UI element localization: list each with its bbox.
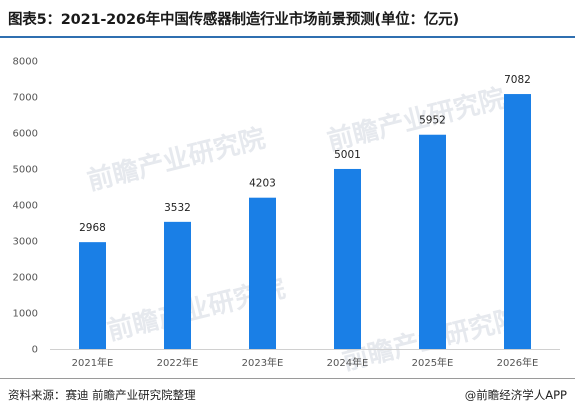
bar-2022年E <box>164 221 191 349</box>
y-tick-label: 7000 <box>13 93 38 104</box>
bar-2024年E <box>334 168 361 349</box>
y-tick-label: 6000 <box>13 129 38 140</box>
bar-chart: 前瞻产业研究院前瞻产业研究院前瞻产业研究院前瞻产业研究院 0 1000 2000 30… <box>13 57 560 375</box>
data-label: 3532 <box>164 202 191 214</box>
y-tick-label: 1000 <box>13 309 38 320</box>
watermark-layer: 前瞻产业研究院前瞻产业研究院前瞻产业研究院前瞻产业研究院 <box>84 83 523 375</box>
data-label: 4203 <box>249 178 276 190</box>
x-tick-label: 2022年E <box>157 356 199 369</box>
y-tick-label: 3000 <box>13 237 38 248</box>
x-tick-label: 2023年E <box>242 356 284 369</box>
data-label: 2968 <box>79 222 106 234</box>
bar-2021年E <box>79 242 106 349</box>
y-tick-label: 4000 <box>13 201 38 212</box>
x-tick-label: 2024年E <box>327 356 369 369</box>
brand-credit: @前瞻经济学人APP <box>464 388 567 402</box>
source-note: 资料来源：赛迪 前瞻产业研究院整理 <box>8 388 196 402</box>
data-labels: 2968 3532 4203 5001 5952 7082 <box>79 74 531 234</box>
watermark-text: 前瞻产业研究院 <box>324 83 508 157</box>
watermark-text: 前瞻产业研究院 <box>84 123 268 197</box>
x-tick-label: 2021年E <box>72 356 114 369</box>
title-divider <box>0 36 575 38</box>
bar-2026年E <box>504 94 531 349</box>
x-tick-label: 2026年E <box>497 356 539 369</box>
bar-2025年E <box>419 134 446 349</box>
y-tick-label: 5000 <box>13 165 38 176</box>
data-label: 5952 <box>419 115 446 127</box>
bar-2023年E <box>249 197 276 349</box>
x-tick-label: 2025年E <box>412 356 454 369</box>
y-tick-label: 8000 <box>13 57 38 68</box>
footer-divider <box>0 378 575 379</box>
bar-series <box>79 94 531 349</box>
y-tick-label: 0 <box>32 345 38 356</box>
y-axis: 0 1000 2000 3000 4000 5000 6000 7000 8000 <box>13 57 38 356</box>
y-tick-label: 2000 <box>13 273 38 284</box>
chart-title: 图表5：2021-2026年中国传感器制造行业市场前景预测(单位：亿元) <box>8 12 459 28</box>
data-label: 5001 <box>334 149 361 161</box>
x-axis: 2021年E 2022年E 2023年E 2024年E 2025年E 2026年E <box>50 349 560 369</box>
data-label: 7082 <box>504 74 531 86</box>
